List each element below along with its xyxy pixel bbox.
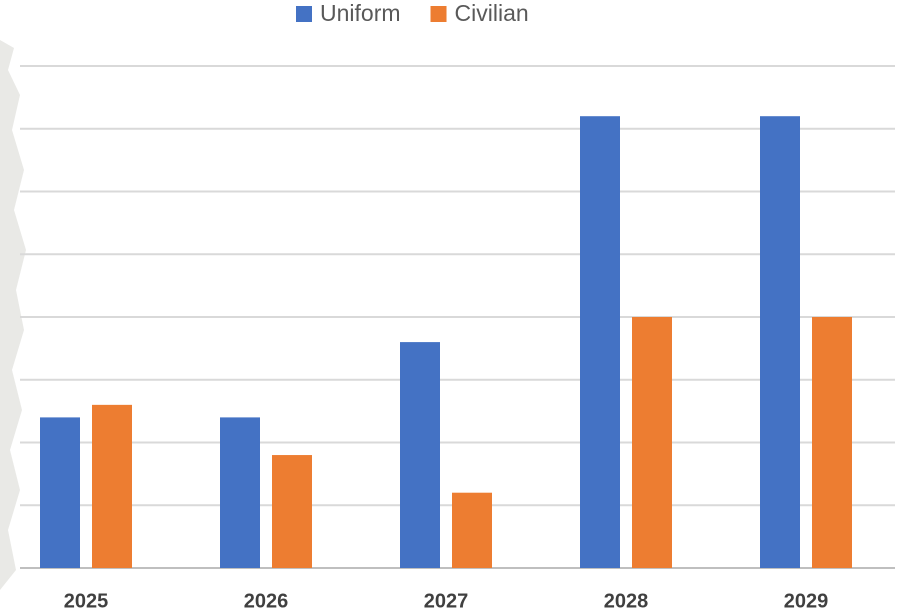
bar: [452, 492, 492, 568]
bar: [92, 404, 132, 568]
bar: [220, 417, 260, 568]
bar: [400, 342, 440, 568]
paper-edge: [0, 40, 26, 590]
bar: [632, 317, 672, 568]
bar: [580, 116, 620, 568]
x-tick-label: 2028: [604, 590, 649, 612]
legend-swatch: [296, 6, 312, 22]
legend-swatch: [430, 6, 447, 22]
legend-label: Uniform: [320, 0, 401, 26]
bar: [272, 455, 312, 568]
bar: [760, 116, 800, 568]
x-tick-label: 2025: [64, 590, 109, 612]
x-tick-label: 2029: [784, 590, 829, 612]
bar: [812, 317, 852, 568]
x-tick-label: 2026: [244, 590, 289, 612]
x-tick-label: 2027: [424, 590, 469, 612]
bar: [40, 417, 80, 568]
legend-label: Civilian: [455, 0, 529, 26]
